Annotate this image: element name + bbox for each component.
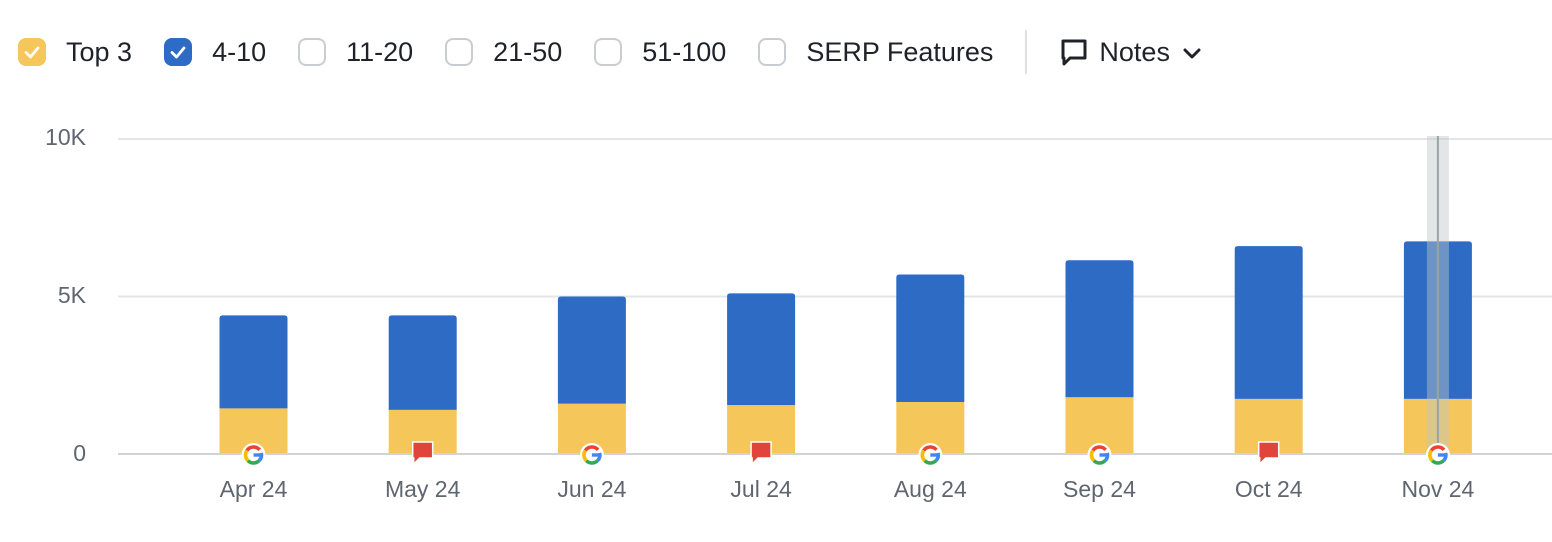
bar-segment [1065, 260, 1134, 398]
checkbox[interactable] [18, 38, 46, 66]
note-flag-icon[interactable] [750, 441, 772, 466]
checkbox[interactable] [298, 38, 327, 66]
checkmark-icon [24, 46, 40, 59]
bar-segment [388, 315, 457, 410]
legend-label: Top 3 [66, 36, 133, 67]
google-update-icon[interactable] [241, 443, 266, 467]
x-tick-label: Sep 24 [1063, 476, 1136, 502]
legend-4-10[interactable]: 4-10 [164, 37, 266, 68]
checkbox[interactable] [445, 38, 474, 66]
checkbox[interactable] [594, 38, 623, 66]
legend-label: 4-10 [212, 36, 267, 67]
x-tick-label: May 24 [385, 476, 461, 502]
legend-51-100[interactable]: 51-100 [594, 37, 726, 68]
legend-bar: Top 3 4-10 11-20 21-50 51-100 SERP Featu… [18, 30, 1202, 74]
google-update-icon[interactable] [1425, 443, 1450, 467]
legend-11-20[interactable]: 11-20 [298, 37, 413, 68]
notes-dropdown[interactable]: Notes [1059, 37, 1202, 68]
legend-label: 21-50 [493, 36, 563, 67]
chevron-down-icon [1183, 48, 1201, 59]
legend-label: 11-20 [346, 36, 414, 67]
x-tick-label: Jul 24 [730, 476, 792, 502]
x-tick-label: Jun 24 [557, 476, 626, 502]
note-flag-icon[interactable] [1257, 441, 1280, 466]
google-update-icon[interactable] [579, 443, 604, 467]
x-tick-label: Aug 24 [894, 476, 967, 502]
checkbox[interactable] [164, 38, 193, 66]
bar-segment [219, 315, 288, 409]
legend-serp-features[interactable]: SERP Features [758, 37, 993, 68]
x-tick-label: Oct 24 [1235, 476, 1303, 502]
x-tick-label: Nov 24 [1401, 476, 1474, 502]
y-tick-label: 10K [45, 124, 86, 150]
google-update-icon[interactable] [918, 443, 943, 467]
bar-segment [727, 293, 796, 406]
checkmark-icon [170, 46, 186, 59]
google-update-icon[interactable] [1087, 443, 1112, 467]
notes-label: Notes [1099, 36, 1170, 67]
bar-segment [557, 296, 626, 404]
legend-label: SERP Features [806, 36, 994, 67]
x-tick-label: Apr 24 [220, 476, 288, 502]
legend-top3[interactable]: Top 3 [18, 37, 132, 68]
legend-label: 51-100 [642, 36, 727, 67]
y-tick-label: 5K [57, 282, 86, 308]
bar-segment [1234, 246, 1303, 399]
note-flag-icon[interactable] [411, 441, 434, 466]
speech-bubble-icon [1061, 39, 1087, 66]
divider [1025, 30, 1028, 74]
checkbox[interactable] [758, 38, 787, 66]
bar-segment [896, 274, 965, 403]
y-tick-label: 0 [73, 440, 86, 466]
legend-21-50[interactable]: 21-50 [445, 37, 562, 68]
